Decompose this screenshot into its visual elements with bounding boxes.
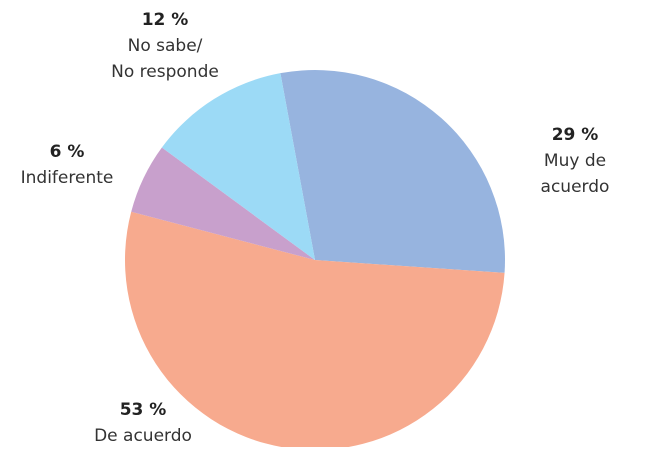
value-label: 29 % <box>551 125 599 145</box>
slice-label: 6 % Indiferente <box>21 139 114 191</box>
slice-label: 29 % Muy de acuerdo <box>532 122 618 200</box>
category-label: De acuerdo <box>94 426 192 446</box>
value-label: 12 % <box>141 10 189 30</box>
value-label: 6 % <box>49 142 85 162</box>
category-label: No sabe/ No responde <box>111 36 219 82</box>
pie-slice <box>125 211 505 447</box>
slice-label: 12 % No sabe/ No responde <box>111 7 219 85</box>
pie-slice <box>161 73 315 260</box>
slice-label: 53 % De acuerdo <box>94 397 192 449</box>
category-label: Indiferente <box>20 168 114 188</box>
pie-slice <box>131 147 315 260</box>
value-label: 53 % <box>119 400 167 420</box>
category-label: Muy de acuerdo <box>540 151 610 197</box>
pie-slice <box>280 69 506 273</box>
